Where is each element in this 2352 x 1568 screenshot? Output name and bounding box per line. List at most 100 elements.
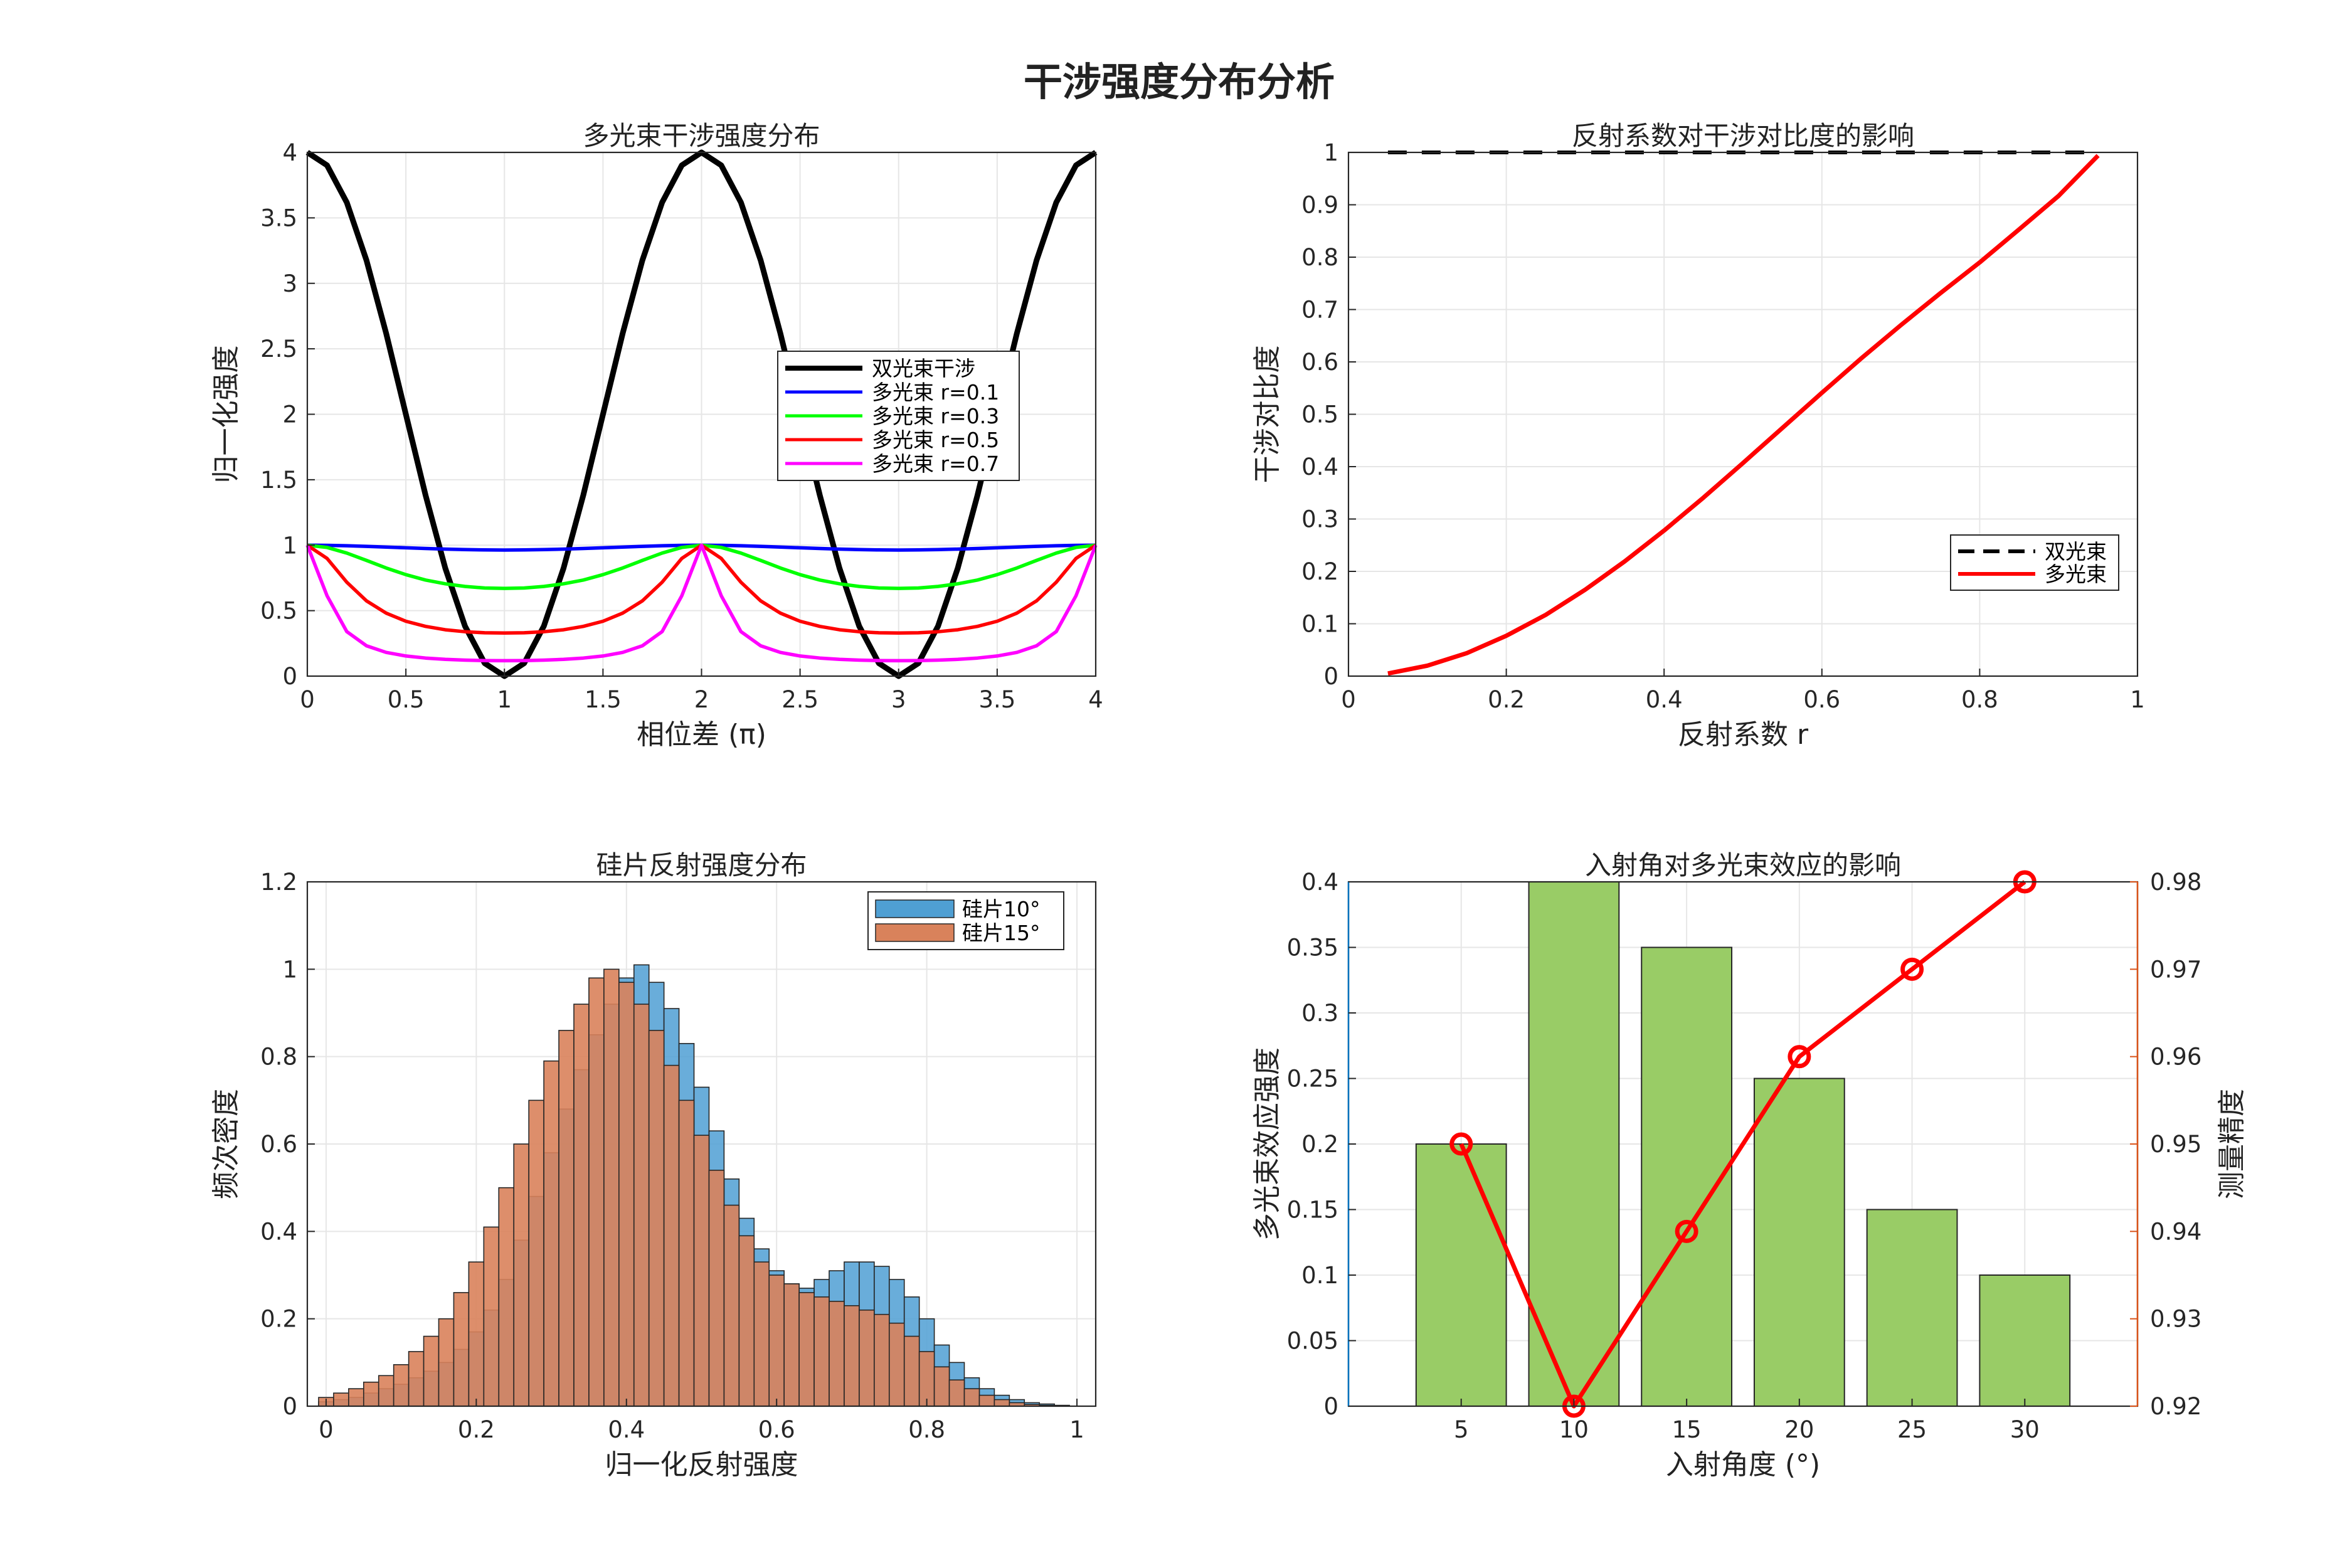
effect-bar (1415, 1143, 1507, 1407)
x-tick-label: 4 (1088, 686, 1103, 713)
histogram-bar (558, 1030, 575, 1407)
x-tick-label: 0 (1341, 686, 1356, 713)
x-tick-label: 0.8 (908, 1416, 945, 1443)
accuracy-marker (1788, 1045, 1811, 1069)
y-tick-label: 0 (282, 1393, 297, 1420)
histogram-bar (933, 1366, 950, 1407)
x-tick-label: 25 (1897, 1416, 1927, 1443)
effect-bar (1528, 881, 1620, 1407)
histogram-bar (543, 1060, 559, 1407)
y-tick-label: 0.8 (1301, 244, 1338, 271)
histogram-bar (918, 1351, 935, 1407)
y-tick-label: 0.25 (1287, 1066, 1338, 1093)
y-tick-label: 0.5 (260, 598, 297, 625)
accuracy-marker (1675, 1219, 1698, 1243)
histogram-bar (903, 1335, 920, 1407)
y-tick-label: 0.4 (1301, 453, 1338, 480)
y2-tick-label: 0.96 (2150, 1044, 2201, 1071)
axes-title: 反射系数对干涉对比度的影响 (1572, 120, 1914, 151)
x-tick-label: 0 (319, 1416, 334, 1443)
histogram-bar (333, 1392, 349, 1407)
y-tick-label: 2.5 (260, 336, 297, 363)
histogram-bar (603, 968, 620, 1407)
y-tick-label: 0.2 (1301, 1131, 1338, 1158)
histogram-bar (859, 1309, 875, 1407)
histogram-bar (498, 1187, 515, 1407)
y-tick-label: 0.3 (1301, 506, 1338, 533)
histogram-bar (723, 1204, 740, 1407)
y-tick-label: 0.1 (1301, 611, 1338, 638)
x-tick-label: 0.4 (608, 1416, 645, 1443)
x-tick-label: 3.5 (978, 686, 1015, 713)
legend-swatch (875, 923, 955, 942)
histogram-bar (768, 1274, 785, 1407)
legend-label: 多光束 r=0.7 (872, 452, 999, 476)
y-axis-label: 归一化强度 (210, 346, 242, 484)
legend-label: 双光束干涉 (872, 356, 975, 381)
axes-title: 硅片反射强度分布 (596, 850, 807, 881)
legend-swatch (875, 899, 955, 918)
contrast-vs-reflectance-plot: 0 0.2 0.4 0.6 0.8 1 0 0.1 0.2 0.3 0.4 0.5 0.6 0.7 0.8 0… (1251, 120, 2145, 751)
figure-title: 干涉强度分布分析 (1024, 59, 1335, 105)
histogram-bar (633, 1004, 650, 1407)
y-tick-label: 0.8 (260, 1044, 297, 1071)
series-line (305, 543, 1098, 663)
y-tick-label: 0.1 (1301, 1262, 1338, 1289)
y-tick-label: 1 (1323, 139, 1338, 166)
histogram-bar (483, 1226, 500, 1407)
histogram-bar (618, 982, 635, 1407)
x-tick-label: 1 (1069, 1416, 1084, 1443)
histogram-bar (363, 1381, 379, 1407)
x-tick-label: 1.5 (585, 686, 622, 713)
histogram-bar (408, 1351, 425, 1407)
x-tick-label: 1 (497, 686, 512, 713)
accuracy-line (1459, 880, 2026, 1409)
y-tick-label: 0.5 (1301, 401, 1338, 428)
histogram-bar (829, 1301, 845, 1407)
histogram-bar (874, 1313, 890, 1407)
y-tick-label: 2 (282, 401, 297, 428)
histogram-bar (813, 1296, 830, 1407)
y-tick-label: 0.35 (1287, 935, 1338, 961)
series-line (1387, 154, 2100, 676)
histogram-bar (798, 1292, 815, 1407)
x-tick-label: 2 (694, 686, 709, 713)
effect-bar (1866, 1209, 1958, 1407)
y2-tick-label: 0.93 (2150, 1306, 2201, 1333)
x-tick-label: 0.2 (1488, 686, 1525, 713)
y-tick-label: 1 (282, 956, 297, 983)
histogram-bar (348, 1388, 364, 1407)
incidence-angle-effect-plot: 5 10 15 20 25 30 0 0.05 0.1 0.15 0.2 0.25 0.3 0.35 0.4… (1251, 850, 2248, 1481)
y2-axis-label: 测量精度 (2216, 1089, 2248, 1199)
histogram-bar (693, 1135, 710, 1407)
histogram-bar (573, 1004, 590, 1407)
histogram-bar (438, 1318, 455, 1407)
x-axis-label: 入射角度 (°) (1666, 1449, 1820, 1481)
x-tick-label: 20 (1784, 1416, 1814, 1443)
histogram-bar (888, 1322, 905, 1407)
histogram-bar (393, 1364, 410, 1407)
x-tick-label: 0 (300, 686, 315, 713)
histogram-bar (378, 1375, 395, 1407)
histogram-bar (844, 1305, 860, 1407)
y-tick-label: 0 (282, 663, 297, 690)
accuracy-marker (1900, 957, 1924, 981)
x-tick-label: 2.5 (781, 686, 818, 713)
x-tick-label: 30 (2010, 1416, 2040, 1443)
y2-tick-label: 0.98 (2150, 869, 2201, 896)
x-tick-label: 0.2 (458, 1416, 495, 1443)
y2-tick-label: 0.95 (2150, 1131, 2201, 1158)
histogram-bar (423, 1335, 440, 1407)
x-axis-label: 归一化反射强度 (605, 1449, 798, 1481)
effect-bar (1641, 946, 1733, 1407)
y-tick-label: 0.2 (260, 1306, 297, 1333)
histogram-bar (528, 1099, 544, 1407)
x-tick-label: 0.8 (1961, 686, 1998, 713)
legend-label: 硅片10° (962, 897, 1041, 921)
y-tick-label: 0 (1323, 663, 1338, 690)
axes-title: 多光束干涉强度分布 (583, 120, 820, 151)
y-tick-label: 1.5 (260, 467, 297, 494)
histogram-bar (648, 1030, 665, 1407)
histogram-bar (468, 1261, 485, 1407)
y-tick-label: 1.2 (260, 869, 297, 896)
